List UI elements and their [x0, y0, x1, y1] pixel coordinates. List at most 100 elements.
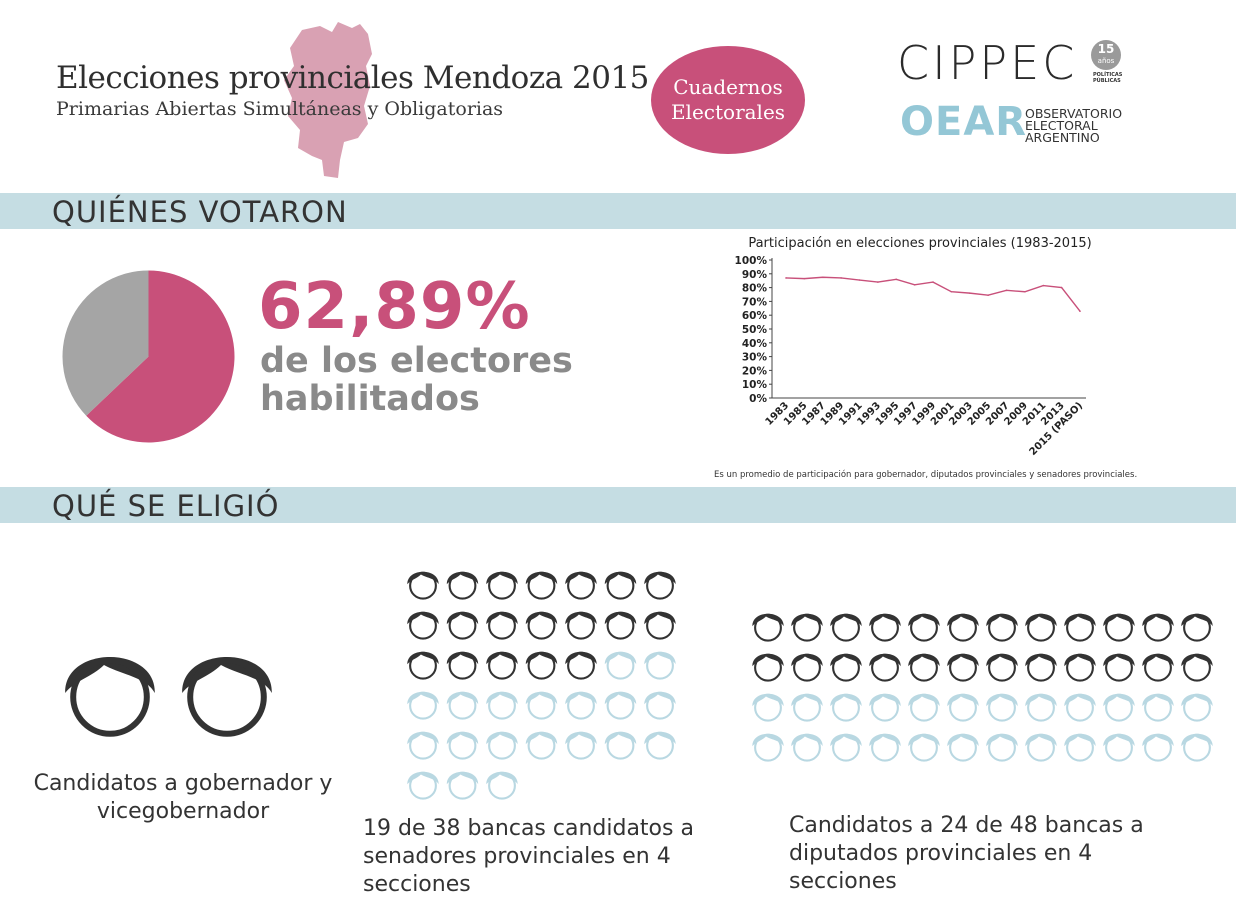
y-tick-label: 70% [742, 296, 768, 308]
person-icon-empty [525, 731, 558, 760]
person-icon-empty [752, 733, 784, 762]
person-icon-empty [1142, 693, 1174, 722]
data-point [1024, 290, 1026, 293]
person-icon-empty [604, 651, 637, 680]
person-icon-empty [486, 731, 518, 760]
person-icon-empty [644, 691, 676, 720]
person-icon-filled [407, 651, 439, 680]
data-point [821, 276, 824, 279]
person-icon-empty [869, 693, 901, 722]
caption-senators-line-1: 19 de 38 bancas candidatos a [363, 816, 694, 841]
person-icon-filled [565, 651, 597, 680]
data-point [877, 281, 879, 283]
data-point [950, 290, 953, 293]
caption-deputies: Candidatos a 24 de 48 bancas a diputados… [789, 812, 1209, 896]
person-icon-filled [869, 613, 901, 642]
y-tick-label: 90% [742, 269, 768, 281]
governor-icons [65, 657, 272, 737]
caption-deputies-line-2: diputados provinciales en 4 [789, 841, 1093, 866]
person-icon-filled [947, 613, 979, 642]
y-tick-label: 40% [742, 338, 768, 350]
person-icon-filled [830, 613, 862, 642]
person-icon-filled [525, 571, 558, 600]
person-icon-empty [446, 691, 479, 720]
person-icon-filled [565, 611, 597, 640]
chart-footnote: Es un promedio de participación para gob… [714, 470, 1138, 480]
person-icon-filled [791, 653, 823, 682]
person-icon-empty [986, 733, 1018, 762]
person-icon-filled [1142, 613, 1174, 642]
person-icon-empty [908, 693, 940, 722]
page-title: Elecciones provinciales Mendoza 2015 [56, 60, 649, 96]
data-point [895, 278, 898, 281]
obs-line-3: ARGENTINO [1025, 130, 1100, 145]
person-icon-empty [1142, 733, 1174, 762]
person-icon-filled [752, 613, 784, 642]
person-icon-empty [644, 651, 676, 680]
person-icon-filled [407, 611, 439, 640]
person-icon-filled [830, 653, 862, 682]
person-icon-empty [791, 693, 823, 722]
person-icon-filled [644, 611, 676, 640]
cippec-logo: CIPPEC [897, 36, 1078, 90]
person-icon-filled [525, 611, 558, 640]
person-icon-empty [565, 691, 597, 720]
person-icon-filled [1103, 613, 1135, 642]
section-band-eligio: QUÉ SE ELIGIÓ [0, 487, 1236, 523]
cuadernos-badge: Cuadernos Electorales [651, 46, 805, 154]
person-icon-filled [182, 657, 272, 737]
person-icon-empty [407, 771, 439, 800]
person-icon-empty [947, 733, 979, 762]
person-icon-empty [1025, 733, 1057, 762]
person-icon-filled [1142, 653, 1174, 682]
data-point [987, 294, 989, 296]
page-subtitle: Primarias Abiertas Simultáneas y Obligat… [56, 98, 504, 120]
caption-governor-line-1: Candidatos a gobernador y [33, 771, 333, 796]
person-icon-filled [604, 571, 637, 600]
y-tick-label: 100% [735, 255, 768, 267]
person-icon-empty [1064, 733, 1096, 762]
y-tick-label: 50% [742, 324, 768, 336]
person-icon-empty [1103, 733, 1135, 762]
y-tick-label: 30% [742, 352, 768, 364]
y-tick-label: 80% [742, 283, 768, 295]
person-icon-filled [986, 613, 1018, 642]
person-icon-filled [986, 653, 1018, 682]
pp-line-1: POLÍTICAS [1093, 72, 1123, 78]
anniversary-number: 15 [1097, 42, 1115, 56]
anniversary-badge: 15 años [1091, 40, 1121, 70]
person-icon-filled [1103, 653, 1135, 682]
person-icon-empty [791, 733, 823, 762]
observatorio-label: OBSERVATORIO ELECTORAL ARGENTINO [1025, 107, 1122, 145]
person-icon-empty [1103, 693, 1135, 722]
person-icon-filled [446, 571, 479, 600]
person-icon-empty [446, 771, 479, 800]
turnout-label: de los electores habilitados [260, 342, 573, 418]
section-title-eligio: QUÉ SE ELIGIÓ [52, 489, 280, 523]
pie-slice-1 [62, 270, 149, 416]
person-icon-filled [644, 571, 676, 600]
person-icon-empty [565, 731, 597, 760]
person-icon-filled [486, 611, 518, 640]
caption-deputies-line-3: secciones [789, 869, 897, 894]
person-icon-empty [1064, 693, 1096, 722]
person-icon-empty [830, 733, 862, 762]
person-icon-filled [65, 657, 155, 737]
person-icon-empty [752, 693, 784, 722]
oear-logo: OEAR [900, 99, 1028, 145]
data-point [858, 279, 861, 281]
data-point [1060, 286, 1063, 289]
y-tick-label: 60% [742, 310, 768, 322]
person-icon-filled [446, 651, 479, 680]
person-icon-empty [446, 731, 479, 760]
pp-line-2: PÚBLICAS [1093, 78, 1121, 84]
person-icon-filled [604, 611, 637, 640]
person-icon-filled [1025, 653, 1057, 682]
person-icon-empty [486, 771, 518, 800]
turnout-label-line-1: de los electores [260, 341, 573, 381]
obs-line-2: ELECTORAL [1025, 118, 1098, 133]
person-icon-empty [986, 693, 1018, 722]
person-icon-filled [1025, 613, 1057, 642]
turnout-value: 62,89% [258, 270, 531, 344]
data-point [1079, 310, 1081, 313]
